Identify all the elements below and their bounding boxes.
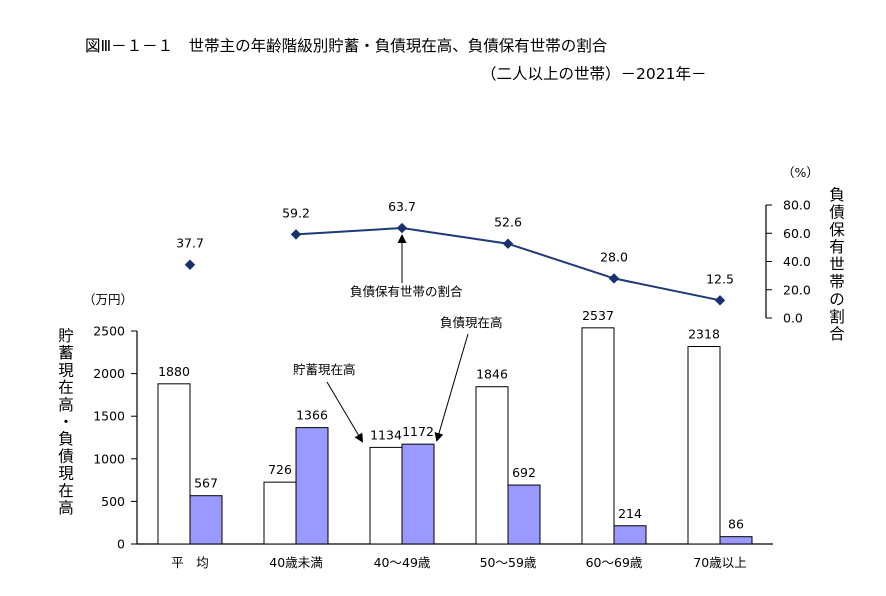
right-axis-tick-label: 20.0	[783, 282, 811, 297]
bar-debt	[189, 495, 223, 545]
annotation-ratio-label: 負債保有世帯の割合	[350, 284, 463, 299]
ratio-marker	[502, 238, 514, 249]
bar-debt	[295, 427, 329, 545]
ratio-marker	[184, 259, 196, 270]
bar-debt-label: 214	[618, 506, 642, 521]
bar-savings	[369, 446, 403, 545]
category-label: 40歳未満	[269, 555, 322, 570]
right-axis-tick-label: 0.0	[783, 311, 803, 326]
annotation-savings-label: 貯蓄現在高	[293, 362, 356, 377]
annotation-debt-label: 負債現在高	[440, 315, 503, 330]
bar-savings-label: 726	[268, 462, 292, 477]
bar-savings	[157, 383, 191, 545]
bar-debt-label: 1172	[402, 424, 434, 439]
ratio-value-label: 12.5	[706, 271, 734, 286]
category-label: 40～49歳	[374, 555, 431, 570]
bar-savings-label: 1880	[158, 364, 190, 379]
left-axis-tick-label: 2500	[93, 324, 125, 339]
ratio-value-label: 37.7	[176, 236, 204, 251]
bar-savings	[475, 386, 509, 545]
bar-debt	[401, 443, 435, 545]
right-axis-tick-label: 80.0	[783, 198, 811, 213]
right-axis-title: 負債保有世帯の割合	[829, 186, 845, 343]
annotation-debt-arrow	[434, 333, 469, 442]
left-axis-tick-label: 500	[101, 494, 125, 509]
bar-debt	[719, 536, 753, 545]
right-axis-tick-label: 40.0	[783, 254, 811, 269]
left-axis-title: 貯蓄現在高・負債現在高	[58, 327, 74, 517]
right-axis-unit: （%）	[782, 165, 819, 180]
bar-debt-label: 692	[512, 465, 536, 480]
ratio-marker	[290, 229, 302, 240]
annotation-savings-arrow	[326, 381, 364, 443]
bar-savings	[581, 327, 615, 545]
chart-title: 図Ⅲ－１－１ 世帯主の年齢階級別貯蓄・負債現在高、負債保有世帯の割合	[85, 37, 608, 55]
bar-savings-label: 2537	[582, 308, 614, 323]
ratio-marker	[396, 222, 408, 234]
ratio-value-label: 63.7	[388, 199, 416, 214]
left-axis-tick-label: 1500	[93, 409, 125, 424]
left-axis-tick-label: 2000	[93, 366, 125, 381]
bar-savings-label: 1134	[370, 427, 402, 442]
bar-debt-label: 567	[194, 476, 218, 491]
right-axis-tick-label: 60.0	[783, 226, 811, 241]
left-axis-unit: （万円）	[83, 292, 133, 307]
bar-savings-label: 2318	[688, 327, 720, 342]
ratio-value-label: 52.6	[494, 215, 522, 230]
bar-debt	[613, 525, 647, 545]
ratio-value-label: 59.2	[282, 205, 310, 220]
ratio-marker	[714, 295, 726, 306]
bar-debt-label: 1366	[296, 408, 328, 423]
ratio-value-label: 28.0	[600, 249, 628, 264]
category-label: 50～59歳	[480, 555, 537, 570]
bar-savings	[687, 346, 721, 545]
bar-debt	[507, 484, 541, 545]
category-label: 平 均	[171, 555, 209, 570]
chart-subtitle: （二人以上の世帯）－2021年－	[481, 65, 706, 83]
left-axis-tick-label: 0	[117, 537, 125, 552]
bar-debt-label: 86	[728, 517, 744, 532]
bar-savings	[263, 481, 297, 545]
bar-savings-label: 1846	[476, 367, 508, 382]
left-axis-tick-label: 1000	[93, 451, 125, 466]
category-label: 60～69歳	[586, 555, 643, 570]
category-label: 70歳以上	[693, 555, 746, 570]
ratio-marker	[608, 273, 620, 284]
